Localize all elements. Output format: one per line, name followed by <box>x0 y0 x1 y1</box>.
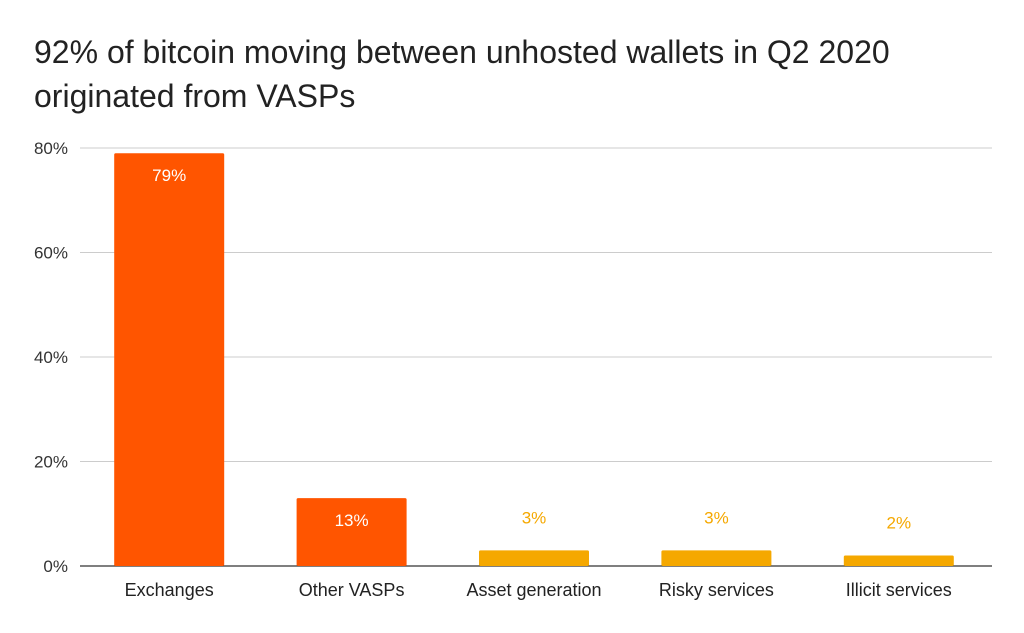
y-tick-label: 20% <box>34 453 68 472</box>
bar-exchanges <box>114 153 225 566</box>
chart-title-line-1: 92% of bitcoin moving between unhosted w… <box>34 34 890 70</box>
chart-title: 92% of bitcoin moving between unhosted w… <box>34 30 994 118</box>
x-tick-label: Illicit services <box>846 580 952 600</box>
chart-title-line-2: originated from VASPs <box>34 78 356 114</box>
bar-risky-services <box>661 550 772 566</box>
bars <box>114 153 954 566</box>
x-tick-label: Asset generation <box>466 580 601 600</box>
x-tick-label: Other VASPs <box>299 580 405 600</box>
x-tick-label: Exchanges <box>125 580 214 600</box>
x-axis: Exchanges Other VASPs Asset generation Risk… <box>125 580 952 600</box>
bar-asset-generation <box>479 550 589 566</box>
y-tick-label: 60% <box>34 244 68 263</box>
data-label: 2% <box>887 514 912 533</box>
y-tick-label: 80% <box>34 139 68 158</box>
data-label: 79% <box>152 166 186 185</box>
data-label: 3% <box>522 508 547 527</box>
y-tick-label: 0% <box>43 557 68 576</box>
bar-other-vasps <box>296 498 407 566</box>
data-label: 13% <box>335 511 369 530</box>
x-tick-label: Risky services <box>659 580 774 600</box>
y-axis: 0% 20% 40% 60% 80% <box>34 139 68 576</box>
data-labels: 79% 13% 3% 3% 2% <box>152 166 911 532</box>
bar-illicit-services <box>843 555 954 566</box>
y-tick-label: 40% <box>34 348 68 367</box>
data-label: 3% <box>704 508 729 527</box>
